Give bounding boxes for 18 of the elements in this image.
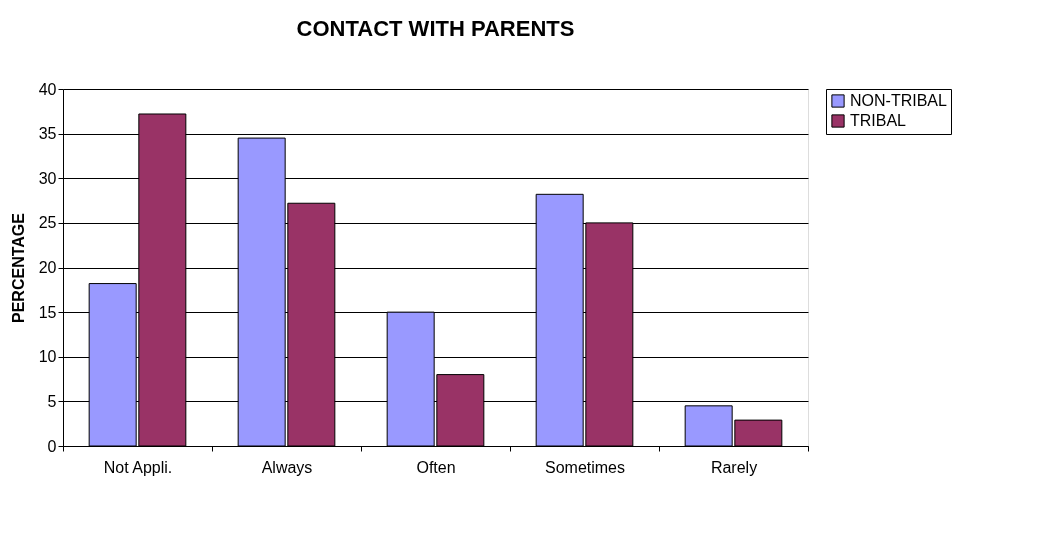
y-tick-label: 40 bbox=[38, 80, 57, 98]
y-tick-label: 35 bbox=[38, 125, 57, 143]
x-tick-label: Sometimes bbox=[544, 458, 626, 476]
chart-title: CONTACT WITH PARENTS bbox=[296, 16, 575, 41]
y-tick-label: 20 bbox=[38, 259, 57, 276]
x-tick-label: Often bbox=[416, 458, 456, 476]
legend-label: TRIBAL bbox=[850, 112, 907, 129]
y-tick-label: 25 bbox=[38, 214, 57, 232]
y-axis-title: PERCENTAGE bbox=[9, 212, 27, 323]
x-tick-label: Not Appli. bbox=[103, 458, 173, 476]
x-tick-label: Rarely bbox=[710, 458, 758, 476]
y-tick-label: 10 bbox=[38, 348, 57, 366]
y-tick-label: 0 bbox=[47, 437, 57, 455]
y-tick-label: 30 bbox=[38, 169, 57, 187]
x-tick-label: Always bbox=[261, 458, 313, 476]
y-tick-label: 5 bbox=[47, 392, 57, 410]
legend-label: NON-TRIBAL bbox=[850, 92, 947, 109]
y-tick-label: 15 bbox=[38, 303, 57, 321]
